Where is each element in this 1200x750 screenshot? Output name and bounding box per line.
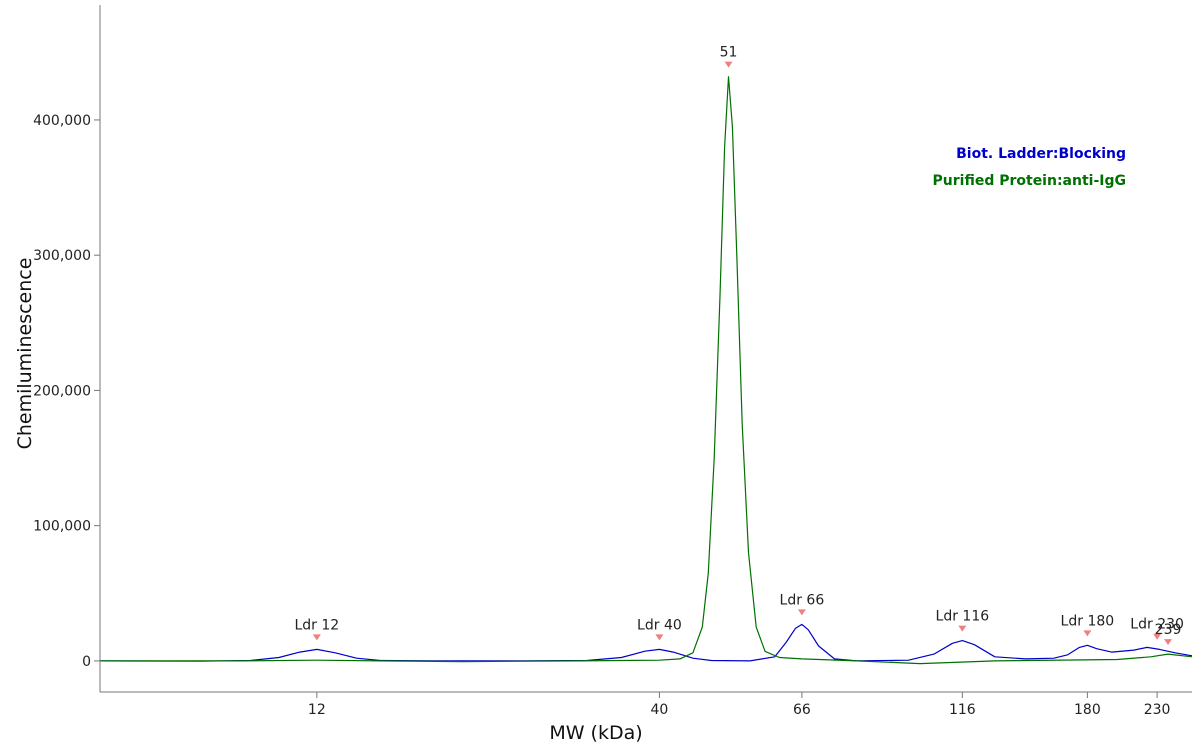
series-layer bbox=[99, 76, 1193, 665]
peak-marker-icon bbox=[1164, 639, 1173, 646]
peak-marker-layer: Ldr 12 Ldr 40 51 Ldr 66 Ldr 116 Ldr 180 Ldr 23… bbox=[294, 45, 1184, 646]
peak-label-ldr-12: Ldr 12 bbox=[294, 617, 339, 633]
peak-marker-icon bbox=[1083, 630, 1092, 637]
peak-label-ldr-66: Ldr 66 bbox=[780, 592, 825, 608]
x-tick-label: 116 bbox=[949, 702, 976, 718]
peak-marker-icon bbox=[797, 609, 806, 616]
peak-marker-icon bbox=[958, 625, 967, 632]
legend: Biot. Ladder:Blocking Purified Protein:an… bbox=[933, 146, 1126, 189]
y-tick-label: 400,000 bbox=[33, 113, 91, 129]
x-tick-label: 180 bbox=[1074, 702, 1101, 718]
peak-label-51: 51 bbox=[720, 45, 738, 61]
y-tick-label: 300,000 bbox=[33, 248, 91, 264]
y-axis-title: Chemiluminescence bbox=[14, 258, 36, 450]
peak-marker-icon bbox=[724, 61, 733, 68]
peak-label-ldr-180: Ldr 180 bbox=[1061, 613, 1115, 629]
y-tick-label: 0 bbox=[82, 654, 91, 670]
y-tick-label: 100,000 bbox=[33, 519, 91, 535]
peak-label-239: 239 bbox=[1155, 622, 1182, 638]
axis-layer: 0 100,000 200,000 300,000 400,000 12 40 66 116 18… bbox=[14, 5, 1192, 744]
series-line-biot-ladder-blocking bbox=[99, 623, 1193, 662]
peak-marker-icon bbox=[1153, 633, 1162, 640]
legend-entry-biot-ladder-blocking: Biot. Ladder:Blocking bbox=[956, 146, 1126, 162]
peak-label-ldr-40: Ldr 40 bbox=[637, 617, 682, 633]
y-tick-label: 200,000 bbox=[33, 383, 91, 399]
x-tick-label: 230 bbox=[1144, 702, 1171, 718]
x-tick-label: 66 bbox=[793, 702, 811, 718]
peak-marker-icon bbox=[312, 634, 321, 641]
legend-entry-purified-protein-anti-igg: Purified Protein:anti-IgG bbox=[933, 173, 1126, 189]
x-tick-label: 40 bbox=[651, 702, 669, 718]
peak-label-ldr-230: Ldr 230 bbox=[1130, 617, 1184, 633]
peak-label-ldr-116: Ldr 116 bbox=[936, 609, 990, 625]
x-axis-title: MW (kDa) bbox=[549, 722, 642, 744]
x-tick-label: 12 bbox=[308, 702, 326, 718]
series-line-purified-protein-anti-igg bbox=[100, 76, 1193, 665]
peak-marker-icon bbox=[655, 634, 664, 641]
